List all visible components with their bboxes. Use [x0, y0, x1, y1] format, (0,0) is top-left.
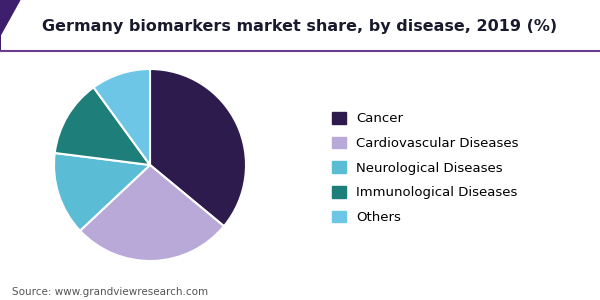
Text: Source: www.grandviewresearch.com: Source: www.grandviewresearch.com — [12, 287, 208, 297]
Text: Germany biomarkers market share, by disease, 2019 (%): Germany biomarkers market share, by dise… — [43, 20, 557, 34]
Polygon shape — [0, 0, 20, 51]
Wedge shape — [150, 69, 246, 226]
Wedge shape — [80, 165, 224, 261]
Wedge shape — [55, 87, 150, 165]
Legend: Cancer, Cardiovascular Diseases, Neurological Diseases, Immunological Diseases, : Cancer, Cardiovascular Diseases, Neurolo… — [332, 112, 518, 224]
Wedge shape — [94, 69, 150, 165]
Wedge shape — [54, 153, 150, 231]
